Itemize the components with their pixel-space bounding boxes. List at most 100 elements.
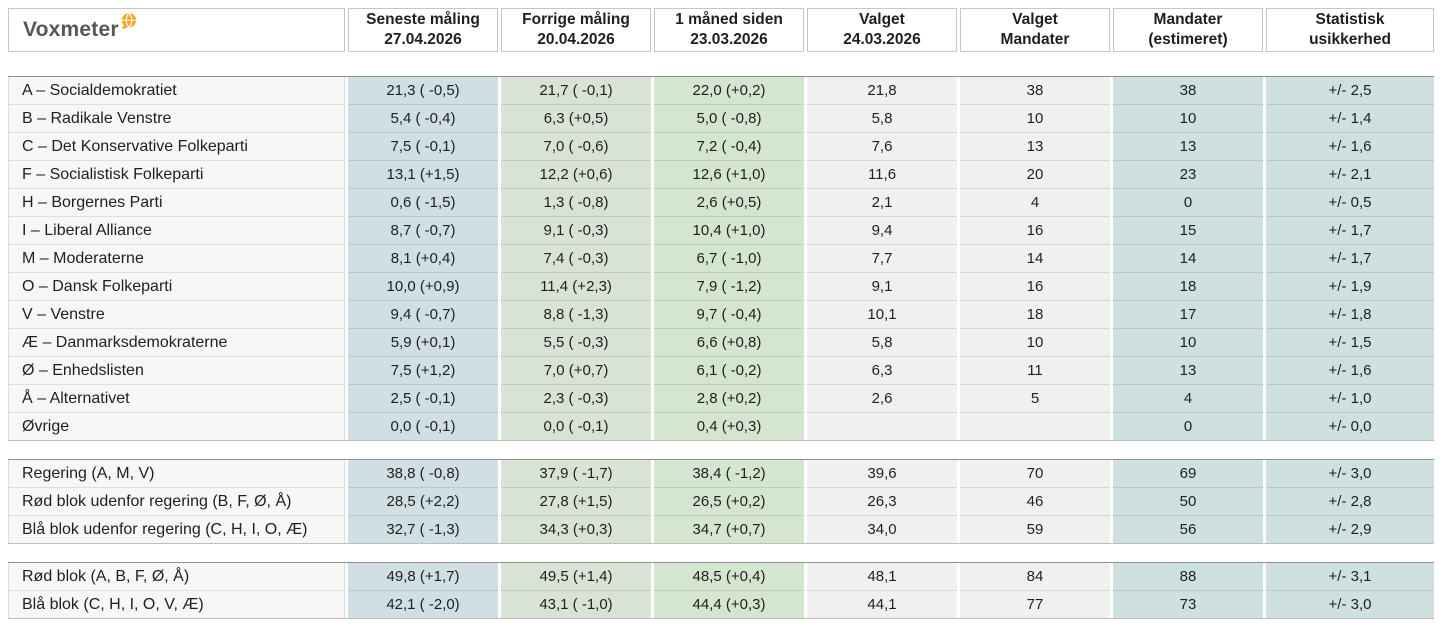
1-maned-siden-cell: 2,8 (+0,2) — [654, 384, 804, 412]
seneste-maling-cell: 21,3 ( -0,5) — [348, 77, 498, 104]
header-line1: Mandater — [1153, 11, 1223, 29]
seneste-maling-cell: 38,8 ( -0,8) — [348, 460, 498, 487]
party-name-cell: Regering (A, M, V) — [8, 460, 345, 487]
statistisk-usikkerhed-cell: +/- 3,0 — [1266, 590, 1434, 618]
col-header-valget: Valget 24.03.2026 — [807, 8, 957, 52]
seneste-maling-cell: 8,7 ( -0,7) — [348, 216, 498, 244]
col-header-forrige-maling: Forrige måling 20.04.2026 — [501, 8, 651, 52]
forrige-maling-cell: 2,3 ( -0,3) — [501, 384, 651, 412]
mandater-estimeret-cell: 23 — [1113, 160, 1263, 188]
mandater-estimeret-cell: 56 — [1113, 515, 1263, 543]
party-name-cell: Æ – Danmarksdemokraterne — [8, 328, 345, 356]
statistisk-usikkerhed-cell: +/- 1,8 — [1266, 300, 1434, 328]
statistisk-usikkerhed-cell: +/- 3,0 — [1266, 460, 1434, 487]
col-header-1-maned-siden: 1 måned siden 23.03.2026 — [654, 8, 804, 52]
forrige-maling-cell: 12,2 (+0,6) — [501, 160, 651, 188]
mandater-estimeret-cell: 15 — [1113, 216, 1263, 244]
valget-cell: 11,6 — [807, 160, 957, 188]
seneste-maling-cell: 8,1 (+0,4) — [348, 244, 498, 272]
forrige-maling-cell: 8,8 ( -1,3) — [501, 300, 651, 328]
header-line2: Mandater — [1000, 31, 1070, 48]
party-name-cell: Å – Alternativet — [8, 384, 345, 412]
forrige-maling-cell: 0,0 ( -0,1) — [501, 412, 651, 440]
statistisk-usikkerhed-cell: +/- 2,9 — [1266, 515, 1434, 543]
header-line1: Valget — [1012, 11, 1058, 29]
header-line2: usikkerhed — [1309, 31, 1391, 48]
table-header-row: Voxmeter Seneste måling 27.04.2026 Forri… — [8, 8, 1434, 52]
valget-mandater-cell: 14 — [960, 244, 1110, 272]
statistisk-usikkerhed-cell: +/- 1,6 — [1266, 356, 1434, 384]
1-maned-siden-cell: 9,7 ( -0,4) — [654, 300, 804, 328]
valget-mandater-cell: 10 — [960, 104, 1110, 132]
forrige-maling-cell: 11,4 (+2,3) — [501, 272, 651, 300]
mandater-estimeret-cell: 0 — [1113, 412, 1263, 440]
valget-mandater-cell: 84 — [960, 563, 1110, 590]
header-line2: (estimeret) — [1148, 31, 1228, 48]
col-header-seneste-maling: Seneste måling 27.04.2026 — [348, 8, 498, 52]
valget-cell: 44,1 — [807, 590, 957, 618]
seneste-maling-cell: 7,5 (+1,2) — [348, 356, 498, 384]
party-results-section: A – Socialdemokratiet 21,3 ( -0,5) 21,7 … — [8, 76, 1434, 441]
mandater-estimeret-cell: 10 — [1113, 328, 1263, 356]
party-name-cell: Blå blok udenfor regering (C, H, I, O, Æ… — [8, 515, 345, 543]
valget-cell: 9,4 — [807, 216, 957, 244]
valget-cell: 5,8 — [807, 104, 957, 132]
valget-cell: 7,6 — [807, 132, 957, 160]
valget-mandater-cell: 38 — [960, 77, 1110, 104]
table-row: Regering (A, M, V) 38,8 ( -0,8) 37,9 ( -… — [8, 460, 1434, 487]
header-line1: Valget — [859, 11, 905, 29]
mandater-estimeret-cell: 88 — [1113, 563, 1263, 590]
table-row: A – Socialdemokratiet 21,3 ( -0,5) 21,7 … — [8, 77, 1434, 104]
table-row: V – Venstre 9,4 ( -0,7) 8,8 ( -1,3) 9,7 … — [8, 300, 1434, 328]
table-row: Å – Alternativet 2,5 ( -0,1) 2,3 ( -0,3)… — [8, 384, 1434, 412]
header-line1: Seneste måling — [366, 11, 480, 29]
1-maned-siden-cell: 0,4 (+0,3) — [654, 412, 804, 440]
header-line1: Forrige måling — [522, 11, 630, 29]
seneste-maling-cell: 42,1 ( -2,0) — [348, 590, 498, 618]
valget-cell: 6,3 — [807, 356, 957, 384]
1-maned-siden-cell: 34,7 (+0,7) — [654, 515, 804, 543]
1-maned-siden-cell: 6,1 ( -0,2) — [654, 356, 804, 384]
party-name-cell: Ø – Enhedslisten — [8, 356, 345, 384]
forrige-maling-cell: 7,4 ( -0,3) — [501, 244, 651, 272]
1-maned-siden-cell: 38,4 ( -1,2) — [654, 460, 804, 487]
valget-mandater-cell: 11 — [960, 356, 1110, 384]
mandater-estimeret-cell: 18 — [1113, 272, 1263, 300]
col-header-statistisk-usikkerhed: Statistisk usikkerhed — [1266, 8, 1434, 52]
party-name-cell: H – Borgernes Parti — [8, 188, 345, 216]
mandater-estimeret-cell: 50 — [1113, 487, 1263, 515]
header-line1: Statistisk — [1315, 11, 1385, 29]
table-row: B – Radikale Venstre 5,4 ( -0,4) 6,3 (+0… — [8, 104, 1434, 132]
valget-cell: 21,8 — [807, 77, 957, 104]
1-maned-siden-cell: 22,0 (+0,2) — [654, 77, 804, 104]
mandater-estimeret-cell: 13 — [1113, 356, 1263, 384]
seneste-maling-cell: 49,8 (+1,7) — [348, 563, 498, 590]
valget-cell: 7,7 — [807, 244, 957, 272]
valget-mandater-cell: 4 — [960, 188, 1110, 216]
valget-cell: 39,6 — [807, 460, 957, 487]
1-maned-siden-cell: 2,6 (+0,5) — [654, 188, 804, 216]
forrige-maling-cell: 1,3 ( -0,8) — [501, 188, 651, 216]
party-name-cell: I – Liberal Alliance — [8, 216, 345, 244]
table-row: Ø – Enhedslisten 7,5 (+1,2) 7,0 (+0,7) 6… — [8, 356, 1434, 384]
statistisk-usikkerhed-cell: +/- 3,1 — [1266, 563, 1434, 590]
forrige-maling-cell: 7,0 (+0,7) — [501, 356, 651, 384]
forrige-maling-cell: 21,7 ( -0,1) — [501, 77, 651, 104]
seneste-maling-cell: 13,1 (+1,5) — [348, 160, 498, 188]
valget-mandater-cell — [960, 412, 1110, 440]
seneste-maling-cell: 7,5 ( -0,1) — [348, 132, 498, 160]
forrige-maling-cell: 9,1 ( -0,3) — [501, 216, 651, 244]
globe-icon — [121, 12, 136, 30]
seneste-maling-cell: 0,6 ( -1,5) — [348, 188, 498, 216]
logo-cell: Voxmeter — [8, 8, 345, 52]
1-maned-siden-cell: 10,4 (+1,0) — [654, 216, 804, 244]
table-row: Blå blok (C, H, I, O, V, Æ) 42,1 ( -2,0)… — [8, 590, 1434, 618]
1-maned-siden-cell: 44,4 (+0,3) — [654, 590, 804, 618]
header-line2: 27.04.2026 — [384, 31, 462, 48]
1-maned-siden-cell: 5,0 ( -0,8) — [654, 104, 804, 132]
seneste-maling-cell: 0,0 ( -0,1) — [348, 412, 498, 440]
col-header-valget-mandater: Valget Mandater — [960, 8, 1110, 52]
valget-cell: 34,0 — [807, 515, 957, 543]
forrige-maling-cell: 43,1 ( -1,0) — [501, 590, 651, 618]
mandater-estimeret-cell: 14 — [1113, 244, 1263, 272]
